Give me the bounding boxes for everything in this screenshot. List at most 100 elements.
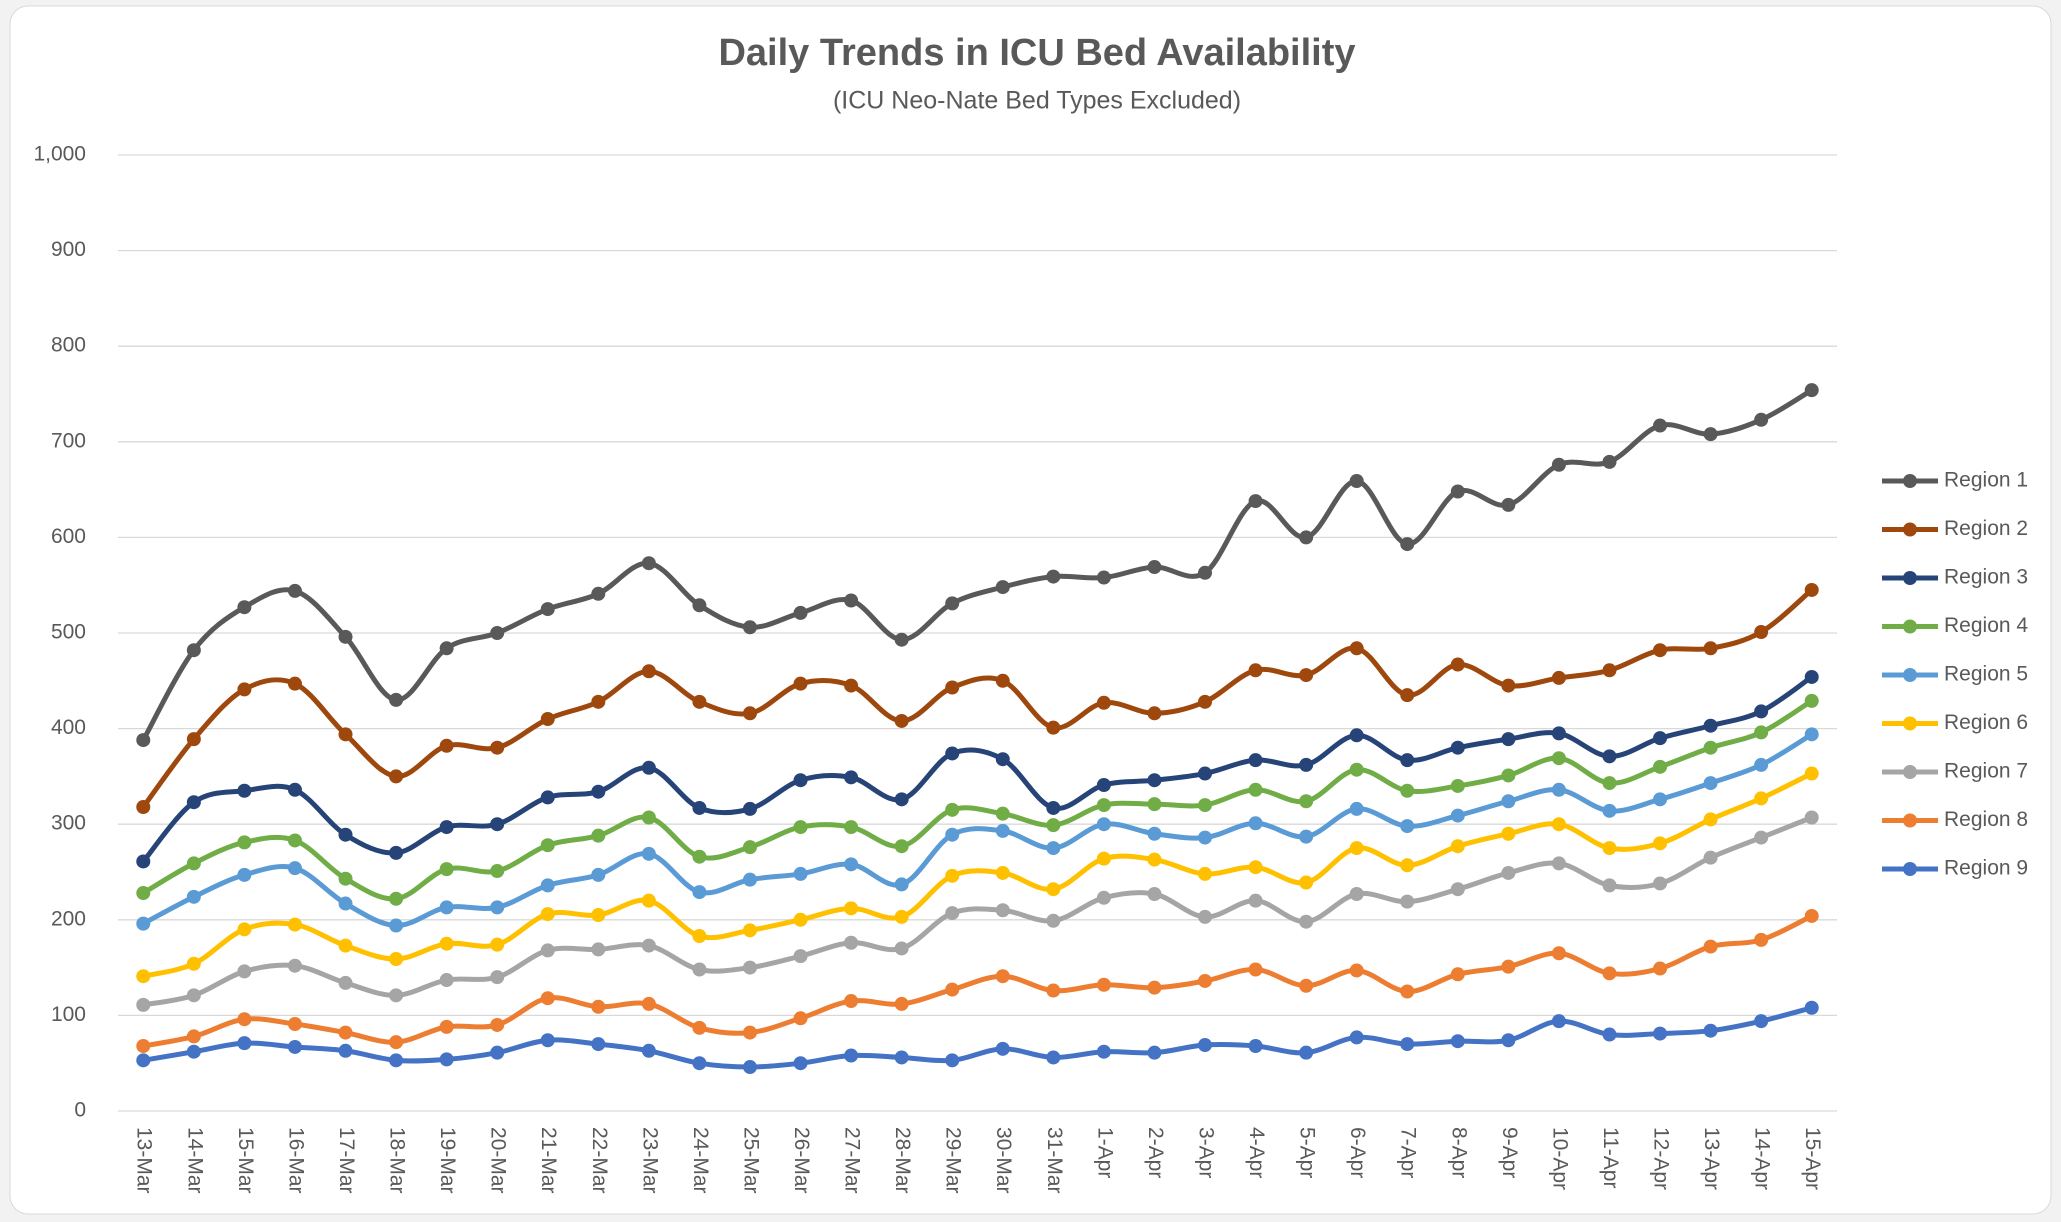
data-point: [389, 988, 404, 1003]
data-point: [1804, 669, 1819, 684]
data-point: [591, 586, 606, 601]
data-point: [1198, 798, 1213, 813]
data-point: [945, 746, 960, 761]
series-line: [142, 771, 1813, 979]
legend-label: Region 3: [1944, 566, 2028, 589]
legend-marker: [1903, 862, 1917, 876]
data-point: [995, 1041, 1010, 1056]
data-point: [1147, 980, 1162, 995]
data-point: [1501, 1033, 1516, 1048]
data-point: [793, 949, 808, 964]
data-point: [945, 868, 960, 883]
x-tick-label: 11-Apr: [1599, 1127, 1622, 1188]
data-point: [1046, 818, 1061, 833]
data-point: [1653, 836, 1668, 851]
x-tick-label: 6-Apr: [1346, 1127, 1369, 1178]
x-tick-label: 8-Apr: [1447, 1127, 1470, 1178]
data-point: [1248, 753, 1263, 768]
y-tick-label: 200: [51, 907, 86, 930]
data-point: [287, 958, 302, 973]
data-point: [1501, 959, 1516, 974]
y-tick-label: 500: [51, 621, 86, 644]
data-point: [742, 620, 757, 635]
data-point: [1248, 782, 1263, 797]
data-point: [1349, 762, 1364, 777]
data-point: [237, 682, 252, 697]
data-point: [1096, 851, 1111, 866]
legend-marker: [1903, 765, 1917, 779]
data-point: [641, 846, 656, 861]
data-point: [1804, 582, 1819, 597]
data-point: [1450, 882, 1465, 897]
chart-subtitle: (ICU Neo-Nate Bed Types Excluded): [833, 87, 1241, 115]
data-point: [287, 676, 302, 691]
data-point: [1703, 641, 1718, 656]
data-point: [287, 782, 302, 797]
data-point: [1248, 816, 1263, 831]
data-point: [1804, 693, 1819, 708]
data-point: [692, 1056, 707, 1071]
legend-label: Region 9: [1944, 857, 2028, 880]
x-tick-label: 24-Mar: [689, 1127, 712, 1194]
data-point: [1450, 839, 1465, 854]
data-point: [793, 605, 808, 620]
data-point: [742, 960, 757, 975]
data-point: [641, 556, 656, 571]
data-point: [1299, 914, 1314, 929]
data-point: [287, 1039, 302, 1054]
data-point: [742, 801, 757, 816]
data-point: [1450, 778, 1465, 793]
data-point: [945, 982, 960, 997]
data-point: [692, 694, 707, 709]
x-tick-label: 31-Mar: [1043, 1127, 1066, 1194]
data-point: [136, 799, 151, 814]
x-tick-label: 17-Mar: [335, 1127, 358, 1194]
data-point: [1602, 663, 1617, 678]
data-point: [1349, 886, 1364, 901]
chart-background: [9, 5, 2052, 1215]
data-point: [844, 593, 859, 608]
data-point: [1046, 1050, 1061, 1065]
data-point: [995, 806, 1010, 821]
data-point: [1400, 753, 1415, 768]
data-point: [186, 856, 201, 871]
data-point: [490, 970, 505, 985]
data-point: [1096, 778, 1111, 793]
data-point: [237, 1036, 252, 1051]
data-point: [1147, 852, 1162, 867]
data-point: [186, 956, 201, 971]
data-point: [1551, 457, 1566, 472]
data-point: [1501, 826, 1516, 841]
data-point: [945, 596, 960, 611]
data-point: [1653, 643, 1668, 658]
data-point: [641, 810, 656, 825]
x-tick-label: 1-Apr: [1093, 1127, 1116, 1178]
data-point: [894, 632, 909, 647]
legend-label: Region 7: [1944, 760, 2028, 783]
data-point: [1754, 725, 1769, 740]
data-point: [389, 891, 404, 906]
data-point: [389, 951, 404, 966]
data-point: [490, 817, 505, 832]
x-tick-label: 30-Mar: [992, 1127, 1015, 1194]
data-point: [1096, 890, 1111, 905]
data-point: [591, 942, 606, 957]
data-point: [338, 629, 353, 644]
data-point: [945, 1053, 960, 1068]
data-point: [793, 773, 808, 788]
x-tick-label: 14-Mar: [183, 1127, 206, 1194]
data-point: [1602, 966, 1617, 981]
data-point: [1299, 757, 1314, 772]
series-line: [142, 732, 1814, 929]
x-tick-label: 10-Apr: [1548, 1127, 1571, 1190]
data-point: [793, 676, 808, 691]
data-point: [1198, 909, 1213, 924]
data-point: [1147, 773, 1162, 788]
data-point: [945, 680, 960, 695]
legend-label: Region 1: [1944, 469, 2028, 492]
data-point: [844, 857, 859, 872]
x-tick-label: 15-Mar: [234, 1127, 257, 1194]
data-point: [338, 1043, 353, 1058]
data-point: [1653, 792, 1668, 807]
